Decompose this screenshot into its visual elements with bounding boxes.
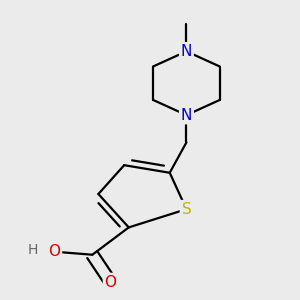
- Text: O: O: [48, 244, 60, 259]
- Text: S: S: [182, 202, 191, 217]
- Text: O: O: [104, 274, 116, 290]
- Text: H: H: [28, 243, 38, 257]
- Text: N: N: [181, 108, 192, 123]
- Text: N: N: [181, 44, 192, 59]
